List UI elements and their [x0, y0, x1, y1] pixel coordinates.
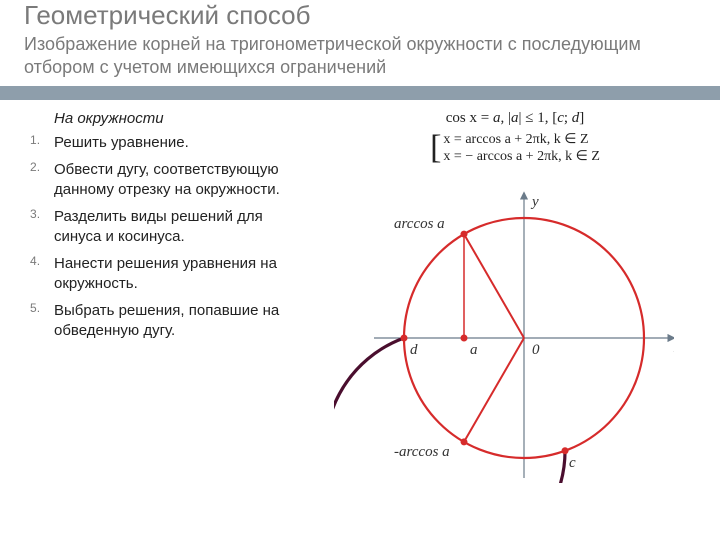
svg-text:-arccos a: -arccos a: [394, 444, 450, 460]
solution-2: x = − arccos a + 2πk, k ∈ Z: [443, 148, 599, 165]
svg-text:arccos a: arccos a: [394, 216, 445, 232]
svg-text:x: x: [673, 340, 674, 356]
right-column: cos x = a, |a| ≤ 1, [c; d] [ x = arccos …: [314, 110, 696, 483]
left-column: На окружности Решить уравнение. Обвести …: [24, 110, 314, 483]
page-title: Геометрический способ: [24, 0, 696, 31]
step-item: Решить уравнение.: [54, 133, 314, 153]
page-subtitle: Изображение корней на тригонометрической…: [24, 33, 696, 80]
step-item: Выбрать решения, попавшие на обведенную …: [54, 301, 314, 340]
svg-text:d: d: [410, 342, 418, 358]
intro-text: На окружности: [54, 110, 314, 127]
header: Геометрический способ Изображение корней…: [0, 0, 720, 84]
unit-circle-diagram: x y 0 a d c arccos a -arccos a: [334, 173, 674, 483]
formula-solutions: [ x = arccos a + 2πk, k ∈ Z x = − arccos…: [334, 131, 696, 165]
step-item: Разделить виды решений для синуса и коси…: [54, 207, 314, 246]
solution-1: x = arccos a + 2πk, k ∈ Z: [443, 131, 599, 148]
svg-text:y: y: [530, 194, 539, 210]
svg-text:c: c: [569, 455, 576, 471]
svg-text:a: a: [470, 342, 478, 358]
svg-text:0: 0: [532, 342, 540, 358]
step-item: Обвести дугу, соответствующую данному от…: [54, 160, 314, 199]
step-item: Нанести решения уравнения на окружность.: [54, 254, 314, 293]
content-row: На окружности Решить уравнение. Обвести …: [0, 100, 720, 483]
formula-condition: cos x = a, |a| ≤ 1, [c; d]: [334, 110, 696, 127]
steps-list: Решить уравнение. Обвести дугу, соответс…: [54, 133, 314, 341]
header-rule: [0, 86, 720, 100]
